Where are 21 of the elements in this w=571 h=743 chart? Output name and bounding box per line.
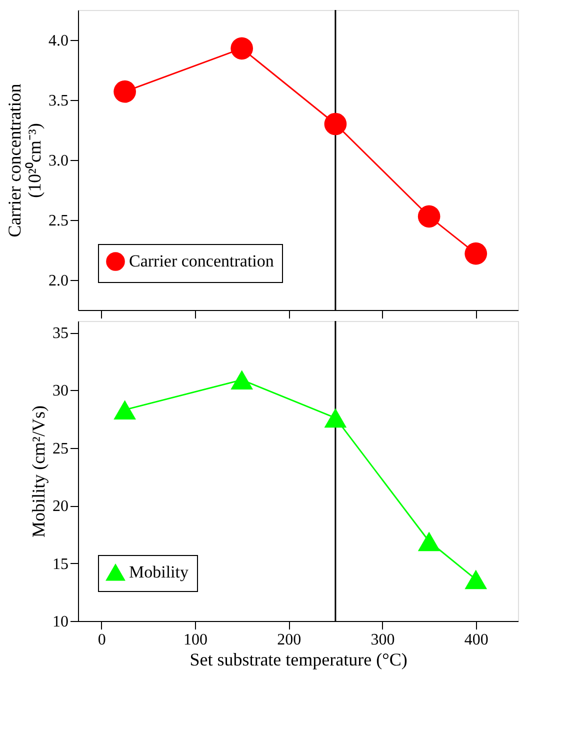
legend-label: Mobility — [129, 562, 190, 582]
x-tick-label: 300 — [370, 632, 395, 648]
y-tick-label: 3.5 — [48, 92, 68, 110]
y-axis-title: Carrier concentration (10²⁰cm⁻³) — [4, 84, 44, 238]
legend-label: Carrier concentration — [129, 252, 274, 270]
y-tick-label: 25 — [52, 440, 68, 458]
x-tick-label: 0 — [98, 632, 106, 648]
y-tick-label: 35 — [52, 325, 68, 342]
y-tick-label: 2.5 — [48, 212, 68, 230]
y-tick-label: 20 — [52, 498, 68, 516]
y-tick-label: 3.0 — [48, 152, 68, 170]
x-tick-label: 200 — [277, 632, 302, 648]
x-tick-label: 400 — [464, 632, 488, 648]
y-tick-label: 15 — [52, 556, 68, 573]
y-tick-label: 10 — [52, 614, 68, 630]
x-axis-title: Set substrate temperature (°C) — [190, 650, 408, 670]
y-tick-label: 30 — [52, 382, 68, 400]
x-tick-label: 100 — [184, 632, 208, 648]
y-tick-label: 4.0 — [48, 32, 68, 50]
y-axis-title: Mobility (cm²/Vs) — [28, 406, 48, 538]
y-tick-label: 2.0 — [48, 272, 68, 290]
